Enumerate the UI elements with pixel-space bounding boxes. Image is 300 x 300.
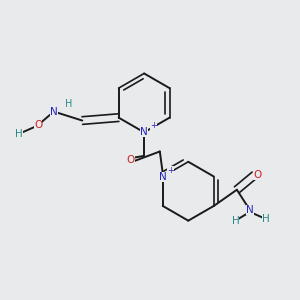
Text: O: O (253, 170, 262, 180)
Text: +: + (150, 122, 157, 130)
Text: H: H (232, 216, 239, 226)
Text: H: H (65, 99, 73, 110)
Text: N: N (50, 107, 58, 117)
Text: H: H (262, 214, 270, 224)
Text: O: O (34, 120, 42, 130)
Text: N: N (159, 172, 167, 182)
Text: H: H (15, 129, 23, 139)
Text: N: N (246, 206, 254, 215)
Text: +: + (167, 166, 174, 175)
Text: N: N (140, 127, 148, 137)
Text: O: O (127, 155, 135, 165)
